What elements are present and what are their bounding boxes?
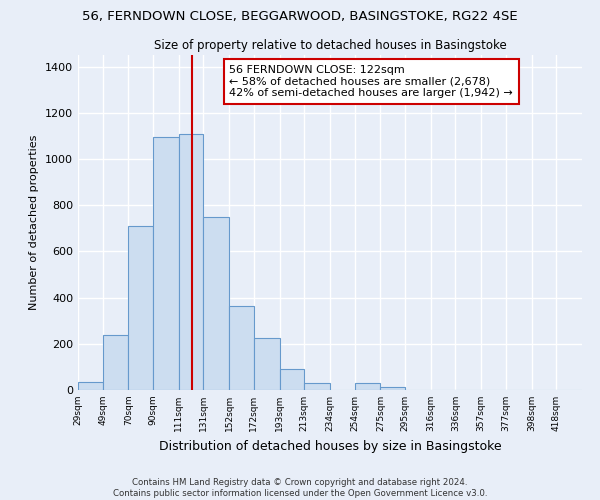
Bar (229, 306, 254, 390)
Bar (355, 383, 380, 390)
Bar (78, 382, 103, 390)
Bar (254, 338, 280, 390)
Bar (103, 334, 128, 390)
Y-axis label: Number of detached properties: Number of detached properties (29, 135, 40, 310)
Bar (153, 137, 179, 390)
X-axis label: Distribution of detached houses by size in Basingstoke: Distribution of detached houses by size … (158, 440, 502, 452)
Bar (380, 386, 405, 390)
Bar (128, 226, 153, 390)
Bar (179, 134, 203, 390)
Bar (304, 383, 330, 390)
Title: Size of property relative to detached houses in Basingstoke: Size of property relative to detached ho… (154, 40, 506, 52)
Bar (203, 216, 229, 390)
Text: 56 FERNDOWN CLOSE: 122sqm
← 58% of detached houses are smaller (2,678)
42% of se: 56 FERNDOWN CLOSE: 122sqm ← 58% of detac… (229, 65, 513, 98)
Bar (280, 369, 304, 390)
Text: 56, FERNDOWN CLOSE, BEGGARWOOD, BASINGSTOKE, RG22 4SE: 56, FERNDOWN CLOSE, BEGGARWOOD, BASINGST… (82, 10, 518, 23)
Text: Contains HM Land Registry data © Crown copyright and database right 2024.
Contai: Contains HM Land Registry data © Crown c… (113, 478, 487, 498)
